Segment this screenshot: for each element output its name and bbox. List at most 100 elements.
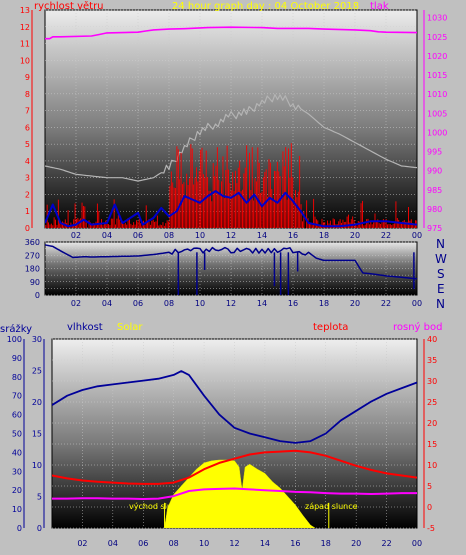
x2-tick-16: 16 — [288, 299, 298, 308]
x3-tick-08: 08 — [169, 539, 179, 548]
x1-tick-02: 02 — [71, 231, 81, 240]
wind-tick-11: 11 — [20, 40, 30, 49]
x3-tick-02: 02 — [77, 539, 87, 548]
rain-label: srážky — [0, 323, 32, 335]
x3-tick-16: 16 — [290, 539, 300, 548]
pressure-tick-1025: 1025 — [427, 33, 447, 42]
x2-tick-20: 20 — [350, 299, 360, 308]
pressure-tick-1005: 1005 — [427, 109, 447, 118]
compass-n-bottom: N — [436, 297, 445, 311]
wind-tick-6: 6 — [25, 123, 30, 132]
pressure-tick-1015: 1015 — [427, 71, 447, 80]
temp-tick-20: 20 — [427, 419, 437, 428]
humidity-tick-15: 15 — [32, 430, 42, 439]
wind-tick-0: 0 — [25, 224, 30, 233]
direction-tick-360: 360 — [25, 238, 40, 247]
pressure-tick-1030: 1030 — [427, 14, 447, 23]
x2-tick-06: 06 — [133, 299, 143, 308]
pressure-tick-1000: 1000 — [427, 128, 447, 137]
compass-w: W — [435, 252, 447, 266]
x2-tick-14: 14 — [257, 299, 267, 308]
temperature-label: teplota — [313, 322, 348, 333]
x2-tick-18: 18 — [319, 299, 329, 308]
wind-tick-2: 2 — [25, 190, 30, 199]
wind-direction-axes: 0 90 180 270 360 02 04 06 08 10 12 14 16 18 20 22 00 — [25, 238, 422, 308]
pressure-tick-985: 985 — [427, 186, 442, 195]
temp-tick-30: 30 — [427, 377, 437, 386]
wind-pressure-axes: 0123456789101112139759809859909951000100… — [20, 6, 448, 240]
compass-e: E — [437, 282, 445, 296]
x2-tick-12: 12 — [226, 299, 236, 308]
wind-speed-label: rychlost větru — [34, 0, 104, 12]
rain-tick-60: 60 — [12, 411, 22, 420]
wind-tick-3: 3 — [25, 174, 30, 183]
temperature-grid — [52, 338, 417, 529]
temp-tick-15: 15 — [427, 440, 437, 449]
wind-tick-4: 4 — [25, 157, 30, 166]
rain-tick-10: 10 — [12, 505, 22, 514]
x1-tick-20: 20 — [350, 231, 360, 240]
wind-tick-7: 7 — [25, 107, 30, 116]
humidity-tick-20: 20 — [32, 398, 42, 407]
direction-tick-270: 270 — [25, 251, 40, 260]
x1-tick-08: 08 — [164, 231, 174, 240]
temperature-line — [52, 449, 417, 485]
wind-tick-1: 1 — [25, 207, 30, 216]
x1-tick-12: 12 — [226, 231, 236, 240]
temp-tick-10: 10 — [427, 461, 437, 470]
wind-direction-series — [45, 244, 417, 295]
temp-tick-5: 5 — [427, 482, 432, 491]
rain-tick-80: 80 — [12, 373, 22, 382]
x2-tick-02: 02 — [71, 299, 81, 308]
x3-tick-14: 14 — [260, 539, 270, 548]
compass-s: S — [437, 267, 445, 281]
x2-tick-08: 08 — [164, 299, 174, 308]
x1-tick-16: 16 — [288, 231, 298, 240]
rain-tick-50: 50 — [12, 430, 22, 439]
compass-n-top: N — [436, 237, 445, 251]
rain-tick-90: 90 — [12, 354, 22, 363]
x1-tick-14: 14 — [257, 231, 267, 240]
dewpoint-label: rosný bod — [393, 321, 442, 333]
x3-tick-18: 18 — [321, 539, 331, 548]
temp-tick-25: 25 — [427, 398, 437, 407]
x3-tick-06: 06 — [138, 539, 148, 548]
direction-line — [45, 244, 417, 280]
wind-avg-line — [45, 190, 417, 228]
x1-tick-06: 06 — [133, 231, 143, 240]
temp-tick-40: 40 — [427, 335, 437, 344]
rain-tick-20: 20 — [12, 486, 22, 495]
wind-tick-13: 13 — [20, 6, 30, 15]
humidity-label: vlhkost — [67, 322, 103, 333]
wind-pressure-series — [45, 26, 417, 228]
direction-tick-0: 0 — [35, 291, 40, 300]
pressure-tick-975: 975 — [427, 224, 442, 233]
x3-tick-10: 10 — [199, 539, 209, 548]
x1-tick-00: 00 — [412, 231, 422, 240]
x2-tick-22: 22 — [381, 299, 391, 308]
rain-tick-30: 30 — [12, 467, 22, 476]
x1-tick-04: 04 — [102, 231, 112, 240]
pressure-tick-990: 990 — [427, 167, 442, 176]
humidity-tick-30: 30 — [32, 335, 42, 344]
solar-label: Solar — [117, 322, 143, 333]
humidity-tick-5: 5 — [37, 493, 42, 502]
x1-tick-10: 10 — [195, 231, 205, 240]
direction-tick-90: 90 — [30, 278, 40, 287]
pressure-tick-995: 995 — [427, 148, 442, 157]
x1-tick-22: 22 — [381, 231, 391, 240]
dewpoint-line — [52, 487, 417, 500]
wind-tick-10: 10 — [20, 56, 30, 65]
sunrise-annotation: východ slunce — [129, 502, 186, 511]
x3-tick-20: 20 — [351, 539, 361, 548]
direction-tick-180: 180 — [25, 265, 40, 274]
x2-tick-10: 10 — [195, 299, 205, 308]
pressure-tick-1010: 1010 — [427, 90, 447, 99]
temp-tick--5: -5 — [427, 524, 435, 533]
x2-tick-04: 04 — [102, 299, 112, 308]
chart-title: 24 hour graph day : 04 October 2018 — [172, 1, 359, 12]
x1-tick-18: 18 — [319, 231, 329, 240]
humidity-line — [52, 370, 417, 444]
temp-tick-35: 35 — [427, 356, 437, 365]
